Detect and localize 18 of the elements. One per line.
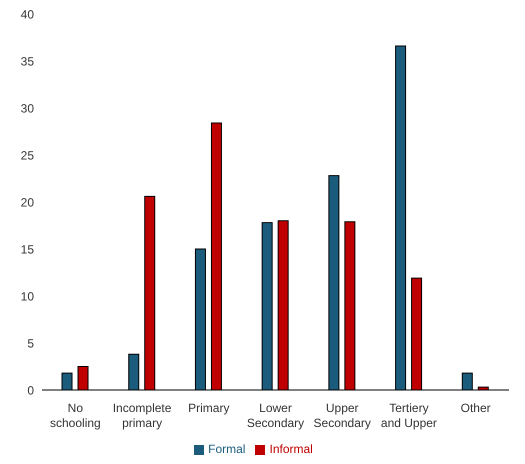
x-tick-label: Upper Secondary [314,401,371,430]
legend-label: Informal [269,442,313,456]
y-tick-label: 5 [27,336,34,350]
x-tick-label: Incomplete primary [112,401,172,430]
y-tick-label: 35 [20,54,34,68]
y-tick-label: 40 [20,7,34,22]
x-tick-label: Other [460,401,491,415]
y-tick-label: 10 [20,289,34,304]
y-tick-label: 25 [20,148,34,162]
y-tick-label: 0 [27,383,34,398]
y-tick-label: 20 [20,195,34,210]
x-tick-label: Lower Secondary [246,401,304,430]
y-tick-label: 30 [20,101,34,116]
y-tick-label: 15 [20,242,34,256]
x-tick-label: Tertiery and Upper [380,401,437,430]
legend-label: Formal [208,442,246,456]
x-tick-label: No schooling [50,401,101,430]
x-tick-label: Primary [188,401,230,415]
